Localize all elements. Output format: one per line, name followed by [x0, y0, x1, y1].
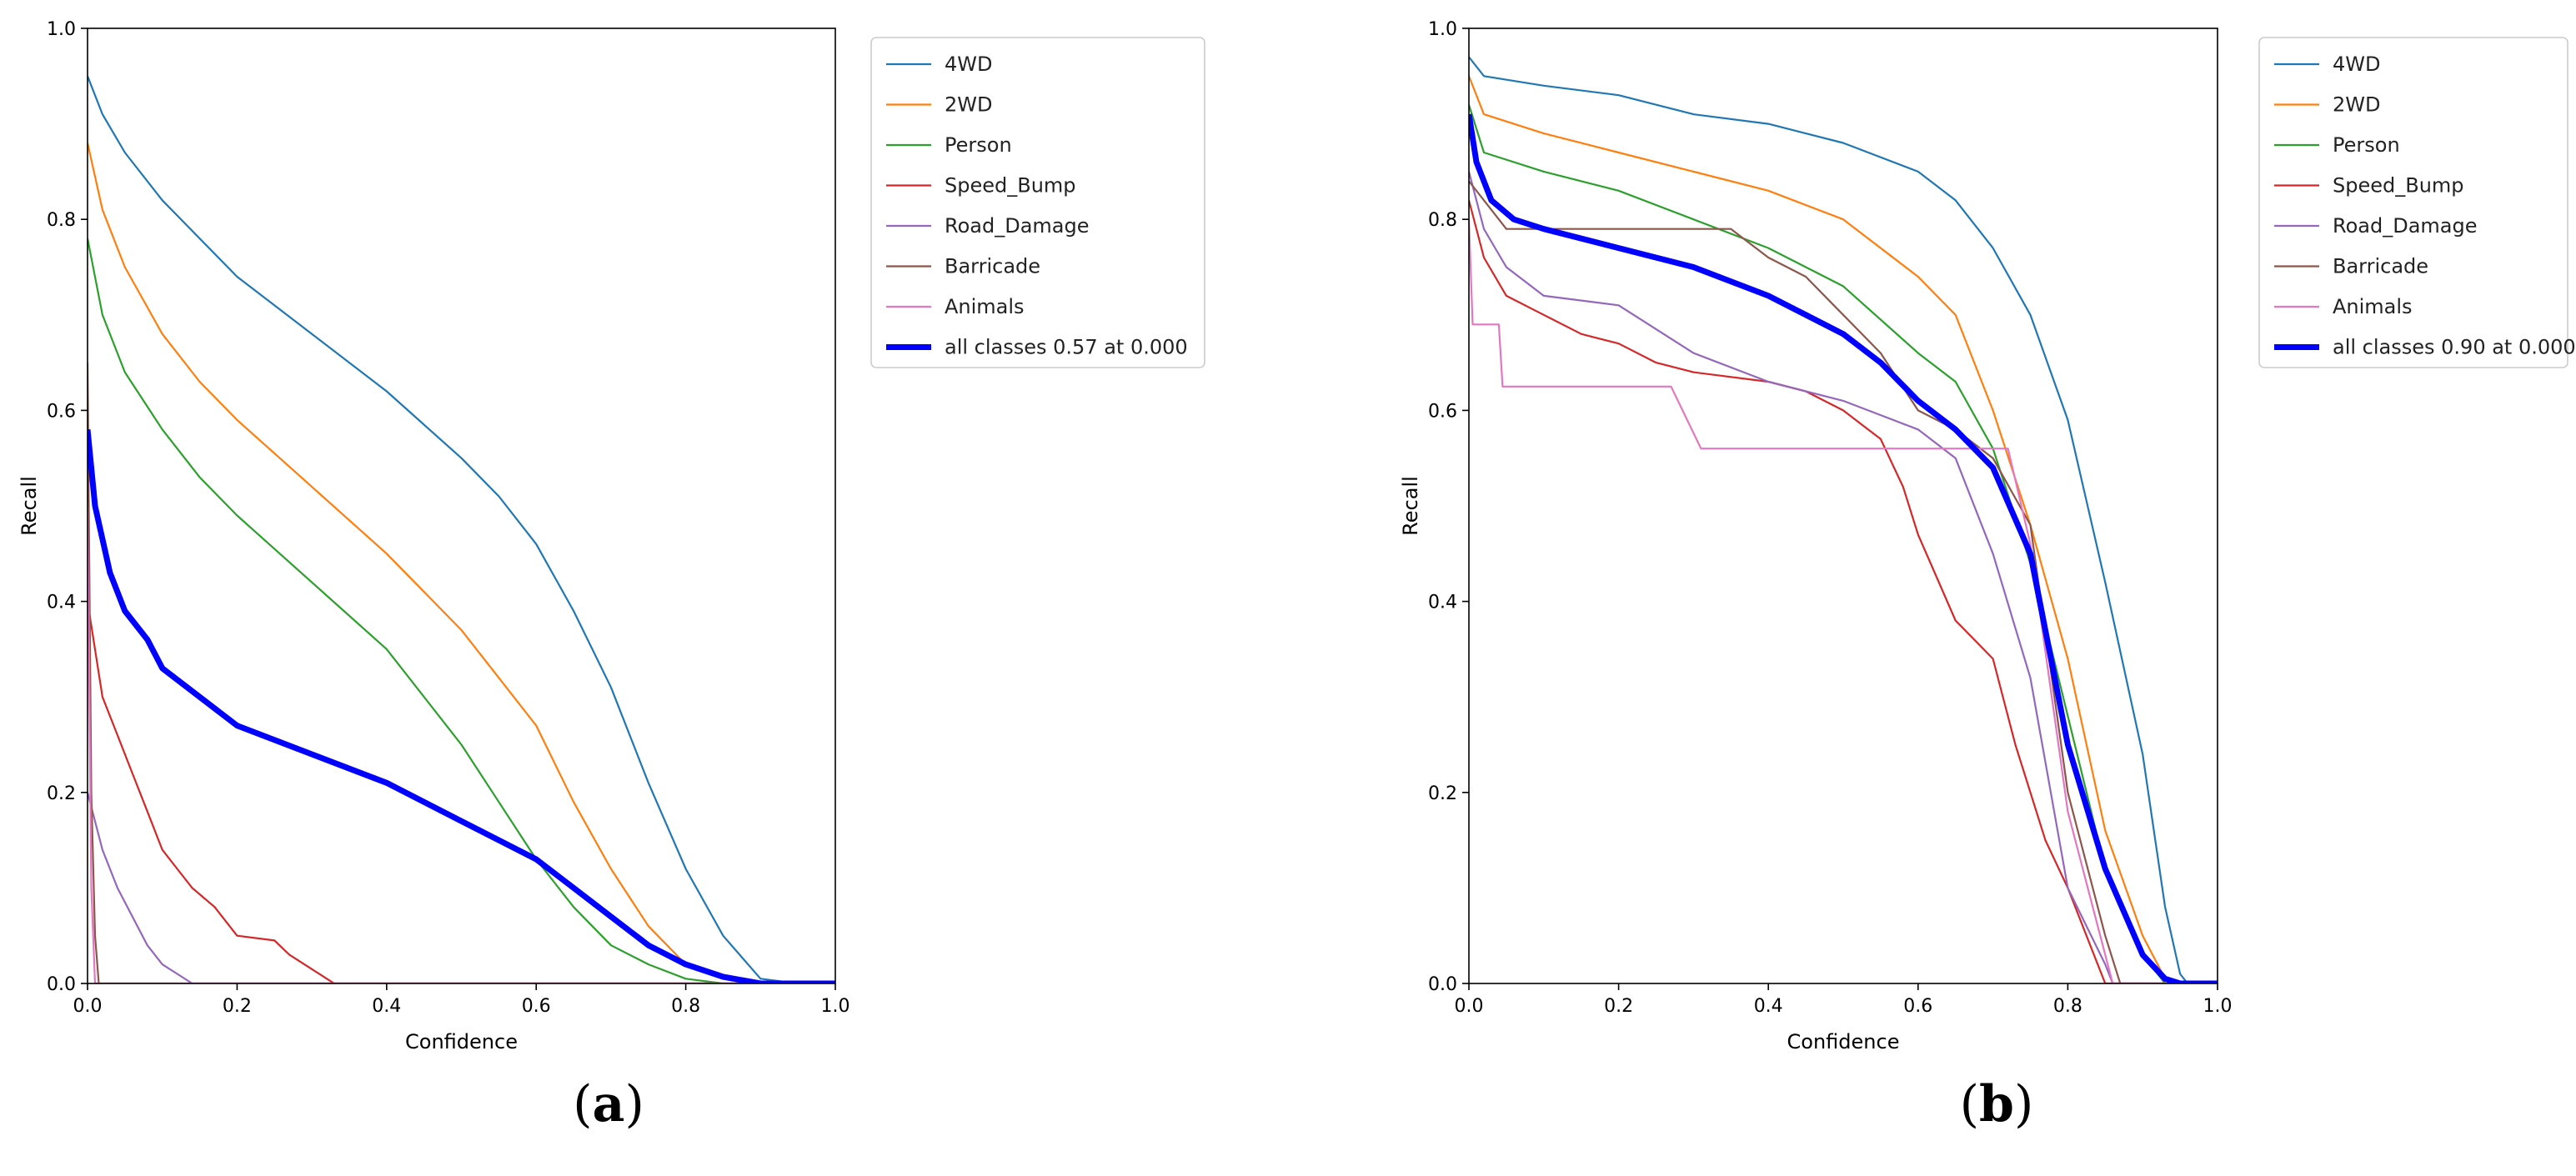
series-lines: [1469, 56, 2218, 983]
legend-label: Road_Damage: [2333, 214, 2478, 238]
plot-frame: [1468, 28, 2218, 984]
series-line-road-damage: [1469, 171, 2218, 983]
y-tick-label: 0.4: [1428, 593, 1457, 613]
y-tick-label: 0.2: [47, 783, 76, 804]
y-axis-title: Recall: [18, 476, 41, 536]
series-line-speed-bump: [1469, 200, 2218, 983]
series-line-road-damage: [88, 792, 835, 983]
legend-label: all classes 0.90 at 0.000: [2333, 336, 2576, 359]
legend-label: 4WD: [945, 53, 992, 76]
panel-b: 0.0 0.2 0.4 0.6 0.8 1.0 0.0 0.2 0.4 0.6 0.8 1.0 Conf…: [1399, 19, 2576, 1133]
legend-label: Road_Damage: [945, 214, 1090, 238]
y-tick-label: 1.0: [47, 19, 76, 40]
series-line-all-classes-0-90-at-0-000: [1469, 113, 2218, 983]
legend-label: Barricade: [2333, 255, 2428, 278]
legend-label: Person: [945, 133, 1012, 157]
legend-label: 4WD: [2333, 53, 2380, 76]
x-tick-label: 0.0: [1455, 996, 1484, 1017]
series-line-4wd: [88, 75, 835, 983]
y-tick-label: 0.6: [1428, 401, 1457, 422]
legend: 4WD 2WD Person Speed_Bump Road_Damage Barrica…: [870, 37, 1205, 368]
series-line-2wd: [1469, 75, 2218, 983]
series-line-4wd: [1469, 56, 2218, 983]
legend: 4WD 2WD Person Speed_Bump Road_Damage Barrica…: [2258, 37, 2576, 368]
x-tick-label: 0.8: [671, 996, 700, 1017]
legend-label: Speed_Bump: [945, 174, 1076, 198]
x-tick-label: 0.8: [2053, 996, 2082, 1017]
x-tick-label: 0.4: [372, 996, 401, 1017]
x-tick-label: 0.2: [223, 996, 252, 1017]
plot-frame: [87, 28, 836, 984]
legend-label: all classes 0.57 at 0.000: [945, 336, 1188, 359]
x-axis-title: Confidence: [405, 1030, 518, 1053]
series-line-barricade: [88, 363, 835, 983]
x-tick-label: 0.6: [522, 996, 551, 1017]
x-tick-label: 0.2: [1604, 996, 1633, 1017]
y-tick-label: 0.0: [1428, 974, 1457, 995]
panel-label: (b): [1960, 1075, 2034, 1133]
x-tick-label: 0.4: [1754, 996, 1783, 1017]
x-tick-label: 0.6: [1903, 996, 1932, 1017]
series-line-all-classes-0-57-at-0-000: [88, 428, 835, 983]
legend-label: 2WD: [945, 93, 992, 117]
panel-label: (a): [573, 1075, 644, 1133]
series-line-person: [88, 238, 835, 983]
legend-label: Person: [2333, 133, 2400, 157]
y-tick-label: 0.8: [1428, 210, 1457, 231]
legend-label: Animals: [2333, 295, 2413, 318]
y-axis-title: Recall: [1399, 476, 1422, 536]
y-tick-label: 0.6: [47, 401, 76, 422]
y-tick-label: 0.4: [47, 593, 76, 613]
legend-box: [870, 37, 1205, 368]
y-tick-label: 0.8: [47, 210, 76, 231]
y-tick-label: 0.0: [47, 974, 76, 995]
legend-label: Animals: [945, 295, 1025, 318]
series-line-animals: [1469, 219, 2218, 983]
x-tick-label: 0.0: [73, 996, 103, 1017]
series-line-animals: [88, 505, 835, 983]
legend-label: 2WD: [2333, 93, 2380, 117]
series-line-speed-bump: [88, 601, 835, 983]
panel-a: 0.0 0.2 0.4 0.6 0.8 1.0 0.0 0.2 0.4 0.6 0.8 1.0 Conf…: [18, 19, 1205, 1133]
y-tick-label: 1.0: [1428, 19, 1457, 40]
legend-label: Speed_Bump: [2333, 174, 2464, 198]
x-axis-title: Confidence: [1787, 1030, 1900, 1053]
legend-box: [2258, 37, 2568, 368]
x-tick-label: 1.0: [2203, 996, 2233, 1017]
series-lines: [88, 75, 835, 983]
y-tick-label: 0.2: [1428, 783, 1457, 804]
x-tick-label: 1.0: [821, 996, 850, 1017]
legend-label: Barricade: [945, 255, 1040, 278]
